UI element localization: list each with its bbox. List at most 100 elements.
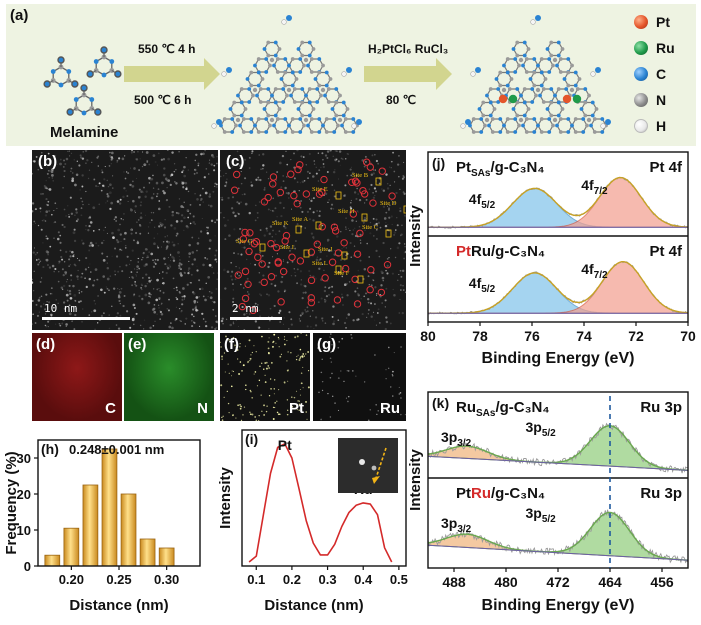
haadf-speckle [115, 220, 117, 222]
c-atom [238, 123, 242, 128]
haadf-speckle [112, 287, 116, 290]
haadf-speckle [214, 315, 217, 317]
haadf-speckle [53, 161, 56, 164]
pt-signal-dot [272, 341, 274, 344]
haadf-speckle [47, 164, 50, 167]
center-n-atom [303, 117, 309, 123]
haadf-speckle [148, 295, 150, 298]
haadf-speckle [390, 248, 392, 250]
pt-signal-dot [261, 335, 263, 338]
haadf-speckle [210, 163, 213, 166]
haadf-speckle [47, 253, 49, 256]
axes-frame-k [427, 391, 689, 569]
haadf-speckle [75, 173, 79, 177]
c-atom [307, 40, 312, 45]
haadf-speckle [117, 228, 121, 232]
site-label: Site D [380, 200, 397, 207]
pt-signal-dot [298, 409, 300, 411]
single-atom-marker [378, 167, 386, 175]
c-atom [283, 117, 288, 121]
haadf-speckle [71, 177, 75, 180]
haadf-speckle [175, 211, 178, 214]
haadf-speckle [281, 275, 284, 279]
haadf-speckle [193, 321, 196, 324]
pt-signal-dot [239, 404, 241, 406]
haadf-speckle [88, 169, 91, 171]
haadf-speckle [46, 263, 50, 267]
heptazine-ring [478, 101, 496, 117]
haadf-speckle [331, 285, 334, 288]
haadf-speckle [364, 229, 366, 231]
haadf-speckle [214, 258, 217, 261]
pt-signal-dot [221, 358, 223, 360]
haadf-speckle [161, 246, 163, 248]
n-atom [492, 107, 497, 111]
haadf-speckle [164, 219, 166, 221]
haadf-speckle [175, 306, 177, 308]
haadf-speckle [73, 328, 76, 330]
haadf-speckle [331, 184, 334, 186]
pt-signal-dot [300, 382, 303, 385]
n-atom [275, 57, 280, 61]
haadf-speckle [196, 265, 198, 267]
haadf-speckle [273, 304, 276, 308]
haadf-speckle [376, 238, 378, 240]
pt-signal-dot [232, 370, 235, 372]
pt-signal-dots [220, 333, 310, 421]
c-atom [590, 113, 595, 118]
haadf-speckle [212, 272, 215, 274]
haadf-speckle [154, 258, 157, 261]
haadf-speckle [93, 299, 96, 302]
pt-signal-dot [240, 419, 243, 421]
n-atom [243, 107, 248, 111]
haadf-speckle [131, 284, 134, 287]
n-atom [524, 130, 529, 134]
c-atom [600, 130, 605, 134]
haadf-speckle [142, 256, 144, 259]
n-atom [334, 113, 339, 118]
haadf-speckle [189, 281, 191, 284]
n-atom [300, 100, 305, 105]
haadf-speckle [44, 308, 47, 311]
haadf-speckle [68, 214, 70, 216]
haadf-speckle [51, 213, 53, 216]
haadf-speckle [79, 189, 81, 191]
haadf-speckle [65, 293, 69, 297]
ru-signal-dot [329, 336, 331, 338]
haadf-speckle [293, 177, 296, 180]
x-axis-label: Binding Energy (eV) [482, 597, 635, 614]
single-atom-marker [272, 243, 281, 252]
haadf-speckle [64, 162, 67, 165]
axes-frame-i [241, 429, 407, 567]
scale-bar-c [230, 317, 282, 320]
n-atom [309, 117, 314, 121]
haadf-speckle [295, 240, 297, 242]
haadf-speckle [345, 317, 348, 319]
haadf-speckle [73, 159, 75, 161]
n-atom [558, 57, 563, 61]
c-atom [296, 107, 301, 111]
n-atom [294, 77, 299, 81]
haadf-speckle [69, 296, 73, 300]
c-atom [290, 83, 295, 88]
haadf-speckle [159, 318, 162, 320]
haadf-speckle [58, 262, 60, 265]
haadf-speckle [345, 327, 347, 329]
haadf-speckle [139, 224, 141, 226]
haadf-speckle [155, 181, 159, 185]
haadf-speckle [399, 284, 402, 287]
single-atom-marker [307, 298, 316, 307]
pt-atom-icon [634, 15, 648, 29]
haadf-speckle [62, 273, 65, 277]
haadf-speckle [237, 237, 240, 240]
haadf-speckle [61, 268, 64, 271]
pt-signal-dot [291, 406, 294, 408]
haadf-speckle [136, 241, 140, 245]
haadf-speckle [173, 287, 175, 290]
pt-signal-dot [224, 371, 226, 373]
amine-n-atom [114, 70, 122, 78]
haadf-speckle [117, 327, 121, 330]
haadf-speckle [142, 191, 144, 193]
haadf-speckle [106, 287, 109, 290]
haadf-speckle [324, 154, 328, 157]
